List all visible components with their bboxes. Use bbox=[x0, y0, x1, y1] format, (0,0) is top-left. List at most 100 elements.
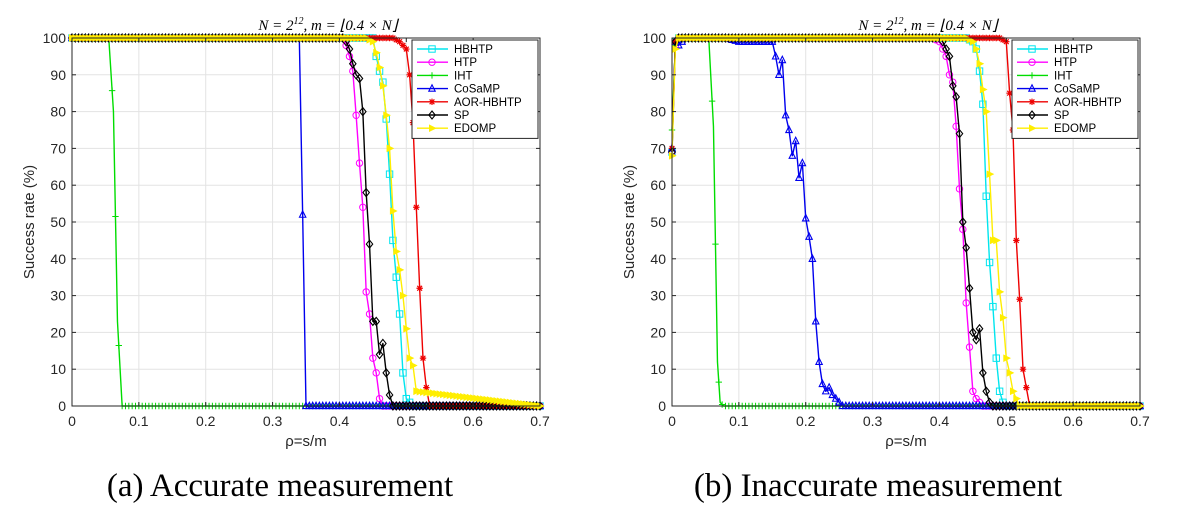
data-point bbox=[965, 283, 974, 294]
data-point bbox=[492, 401, 501, 411]
data-point bbox=[672, 45, 681, 53]
data-point bbox=[399, 291, 408, 300]
data-point bbox=[808, 253, 817, 262]
legend-label: IHT bbox=[1054, 70, 1073, 82]
data-point bbox=[965, 343, 974, 351]
data-point bbox=[948, 80, 957, 91]
data-point bbox=[712, 240, 719, 248]
legend-marker bbox=[1027, 83, 1037, 92]
x-tick-label: 0.5 bbox=[397, 413, 417, 429]
data-point bbox=[489, 401, 498, 411]
data-point bbox=[389, 401, 397, 411]
y-tick-label: 0 bbox=[658, 398, 666, 414]
data-point bbox=[406, 71, 413, 78]
data-point bbox=[452, 401, 461, 411]
legend-entry: EDOMP bbox=[417, 123, 497, 135]
data-point bbox=[479, 401, 488, 411]
y-tick-label: 20 bbox=[50, 324, 66, 340]
data-point bbox=[495, 401, 504, 411]
data-point bbox=[804, 231, 814, 240]
data-point bbox=[359, 203, 367, 211]
data-point bbox=[379, 81, 388, 90]
data-point bbox=[469, 401, 478, 411]
data-point bbox=[669, 151, 677, 160]
data-point bbox=[771, 51, 780, 60]
legend-entry: IHT bbox=[417, 70, 473, 82]
data-point bbox=[1002, 401, 1011, 411]
x-tick-label: 0.7 bbox=[1130, 413, 1150, 429]
data-point bbox=[973, 45, 981, 53]
data-point bbox=[1006, 369, 1015, 377]
data-point bbox=[798, 158, 807, 167]
figure: 0 0.1 0.2 0.3 0.4 0.5 0.6 0.7 0 10 20 30 40 50 60 70 80 9… bbox=[21, 16, 1150, 450]
data-point bbox=[475, 401, 484, 411]
data-point bbox=[972, 334, 981, 345]
data-point bbox=[396, 265, 405, 274]
legend-entry: CoSaMP bbox=[1017, 83, 1100, 96]
data-point bbox=[976, 59, 985, 68]
legend-entry: AOR-HBHTP bbox=[417, 97, 522, 109]
data-point bbox=[791, 136, 800, 145]
data-point bbox=[995, 401, 1004, 411]
title-rest: , m = ⌊0.4 × N⌋ bbox=[304, 18, 400, 34]
legend-label: CoSaMP bbox=[454, 84, 500, 96]
caption-b: (b) Inaccurate measurement bbox=[693, 468, 1063, 504]
data-point bbox=[969, 37, 978, 46]
data-point bbox=[968, 327, 977, 338]
legend-marker bbox=[428, 110, 436, 120]
data-point bbox=[423, 384, 430, 391]
legend-label: IHT bbox=[454, 70, 473, 82]
data-point bbox=[358, 106, 367, 117]
data-point bbox=[983, 107, 991, 116]
chart-title: N = 212, m = ⌊0.4 × N⌋ bbox=[857, 16, 999, 34]
data-point bbox=[449, 401, 457, 411]
data-point bbox=[1013, 394, 1022, 403]
y-tick-label: 30 bbox=[650, 288, 666, 304]
legend-label: AOR-HBHTP bbox=[1054, 97, 1122, 109]
y-axis-label: Success rate (%) bbox=[621, 165, 638, 279]
data-point bbox=[462, 401, 471, 411]
legend-label: CoSaMP bbox=[1054, 84, 1100, 96]
legend-entry: IHT bbox=[1017, 70, 1073, 82]
data-point bbox=[962, 299, 970, 307]
data-point bbox=[986, 170, 995, 179]
data-point bbox=[1006, 90, 1013, 97]
legend-marker bbox=[1028, 45, 1036, 53]
y-tick-label: 30 bbox=[50, 288, 66, 304]
legend-entry: HTP bbox=[1017, 57, 1077, 69]
data-point bbox=[979, 100, 987, 108]
y-tick-label: 50 bbox=[650, 214, 666, 230]
y-tick-label: 20 bbox=[650, 324, 666, 340]
data-point bbox=[429, 401, 437, 411]
data-point bbox=[389, 236, 397, 245]
data-point bbox=[415, 401, 424, 411]
data-point bbox=[345, 44, 354, 54]
data-point bbox=[419, 354, 427, 362]
legend-marker bbox=[428, 72, 436, 79]
series-line bbox=[72, 37, 540, 407]
data-point bbox=[955, 128, 964, 139]
data-point bbox=[373, 48, 381, 57]
data-point bbox=[376, 63, 385, 72]
data-point bbox=[405, 401, 414, 411]
data-point bbox=[403, 45, 410, 53]
data-point bbox=[365, 239, 374, 249]
data-point bbox=[982, 386, 991, 397]
data-point bbox=[432, 401, 441, 411]
data-point bbox=[392, 401, 401, 411]
data-point bbox=[811, 316, 820, 325]
data-point bbox=[419, 401, 427, 411]
data-point bbox=[383, 111, 391, 120]
data-point bbox=[781, 110, 790, 119]
data-point bbox=[1016, 296, 1023, 303]
data-point bbox=[996, 288, 1005, 296]
data-point bbox=[995, 387, 1004, 395]
data-point bbox=[992, 354, 1000, 362]
data-point bbox=[375, 349, 384, 360]
data-point bbox=[992, 401, 1001, 411]
data-point bbox=[818, 378, 827, 388]
legend-entry: CoSaMP bbox=[417, 83, 500, 96]
data-point bbox=[459, 401, 468, 411]
